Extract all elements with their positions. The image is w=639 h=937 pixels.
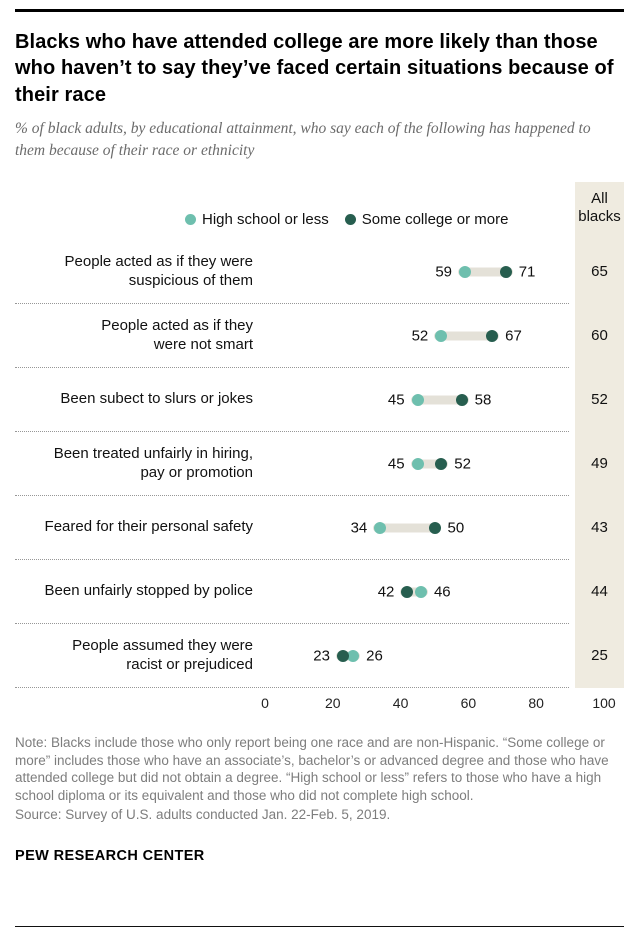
axis-tick-label: 100 xyxy=(592,694,616,711)
legend-swatch-icon xyxy=(344,213,356,225)
row-label: People acted as if they were not smart xyxy=(101,316,253,353)
row-plot: 23 26 xyxy=(265,624,604,688)
source-text: Source: Survey of U.S. adults conducted … xyxy=(15,807,391,823)
value-label-right: 46 xyxy=(433,583,451,601)
chart-title: Blacks who have attended college are mor… xyxy=(15,31,614,106)
row-label: Been treated unfairly in hiring, pay or p… xyxy=(53,444,253,481)
chart-row: Feared for their personal safety 34 50 43 xyxy=(15,496,624,560)
some-college-dot xyxy=(336,649,349,662)
connector-bar xyxy=(458,267,513,277)
all-blacks-value: 25 xyxy=(591,647,608,665)
axis-tick-label: 0 xyxy=(261,694,269,711)
row-plot: 59 71 xyxy=(265,240,604,304)
high-school-dot xyxy=(411,457,424,470)
chart-row: People acted as if they were suspicious o… xyxy=(15,240,624,304)
high-school-dot xyxy=(411,393,424,406)
axis-tick-label: 40 xyxy=(392,694,409,711)
some-college-dot xyxy=(401,585,414,598)
high-school-dot xyxy=(414,585,427,598)
row-label: People assumed they were racist or prejud… xyxy=(72,636,253,673)
row-label: Feared for their personal safety xyxy=(44,518,253,536)
axis-tick-label: 80 xyxy=(528,694,544,711)
value-label-left: 59 xyxy=(435,263,452,281)
chart-row: Been treated unfairly in hiring, pay or p… xyxy=(15,432,624,496)
connector-bar xyxy=(434,331,500,341)
row-label: Been unfairly stopped by police xyxy=(44,582,253,600)
value-label-right: 26 xyxy=(366,647,383,665)
all-blacks-column-background xyxy=(575,181,624,688)
chart-row: Been unfairly stopped by police 42 46 44 xyxy=(15,560,624,624)
legend-item: High school or less xyxy=(185,211,329,228)
value-label-right: 67 xyxy=(505,327,522,345)
x-axis: 0 20 40 60 80 100 xyxy=(261,688,616,714)
value-label-right: 71 xyxy=(518,263,536,281)
all-blacks-header-line1: All xyxy=(591,189,608,207)
chart-row: People acted as if they were not smart 52 6… xyxy=(15,304,624,368)
value-label-left: 45 xyxy=(387,391,405,409)
value-label-right: 50 xyxy=(447,519,465,537)
value-label-left: 45 xyxy=(387,455,405,473)
all-blacks-value: 52 xyxy=(591,391,608,409)
row-plot: 45 58 xyxy=(265,368,604,432)
legend-swatch-icon xyxy=(185,213,196,225)
note-text: Note: Blacks include those who only repo… xyxy=(15,734,609,804)
legend-label: High school or less xyxy=(202,210,329,228)
some-college-dot xyxy=(435,457,448,470)
some-college-dot xyxy=(455,393,468,406)
connector-bar xyxy=(410,459,449,469)
legend-item: Some college or more xyxy=(344,210,509,228)
bottom-border xyxy=(15,926,624,927)
all-blacks-value: 44 xyxy=(591,583,608,601)
all-blacks-column-header: All blacks xyxy=(575,190,624,228)
row-plot: 34 50 xyxy=(265,496,604,560)
chart-area: High school or less Some college or more … xyxy=(15,181,624,688)
all-blacks-value: 60 xyxy=(591,327,608,345)
row-plot: 52 67 xyxy=(265,304,604,368)
value-label-left: 52 xyxy=(411,327,429,345)
value-label-left: 23 xyxy=(313,647,330,665)
value-label-right: 52 xyxy=(454,455,471,473)
legend-items: High school or less Some college or more xyxy=(185,211,508,228)
value-label-right: 58 xyxy=(474,391,492,409)
chart-row: People assumed they were racist or prejud… xyxy=(15,624,624,688)
row-plot: 42 46 xyxy=(265,560,604,624)
value-label-left: 34 xyxy=(350,519,368,537)
top-border xyxy=(15,9,624,12)
chart-rows: People acted as if they were suspicious o… xyxy=(15,240,624,688)
all-blacks-value: 65 xyxy=(591,263,608,281)
all-blacks-value: 49 xyxy=(591,455,608,473)
all-blacks-header-line2: blacks xyxy=(578,208,621,226)
connector-bar xyxy=(373,523,442,533)
connector-bar xyxy=(400,587,428,597)
row-label: People acted as if they were suspicious o… xyxy=(64,252,253,289)
some-college-dot xyxy=(499,265,512,278)
all-blacks-value: 43 xyxy=(591,519,608,537)
value-label-left: 42 xyxy=(377,583,395,601)
legend: High school or less Some college or more … xyxy=(15,182,624,240)
legend-label: Some college or more xyxy=(361,210,509,228)
pew-research-center-wordmark: PEW RESEARCH CENTER xyxy=(15,848,205,865)
chart-row: Been subect to slurs or jokes 45 58 52 xyxy=(15,368,624,432)
high-school-dot xyxy=(374,521,387,534)
some-college-dot xyxy=(486,329,499,342)
connector-bar xyxy=(410,395,469,405)
high-school-dot xyxy=(435,329,448,342)
row-label: Been subect to slurs or jokes xyxy=(60,390,253,408)
high-school-dot xyxy=(459,265,471,278)
axis-tick-label: 20 xyxy=(325,694,341,711)
row-plot: 45 52 xyxy=(265,432,604,496)
some-college-dot xyxy=(428,521,441,534)
chart-subtitle: % of black adults, by educational attain… xyxy=(15,120,591,159)
axis-tick-label: 60 xyxy=(460,694,477,711)
high-school-dot xyxy=(347,649,360,662)
